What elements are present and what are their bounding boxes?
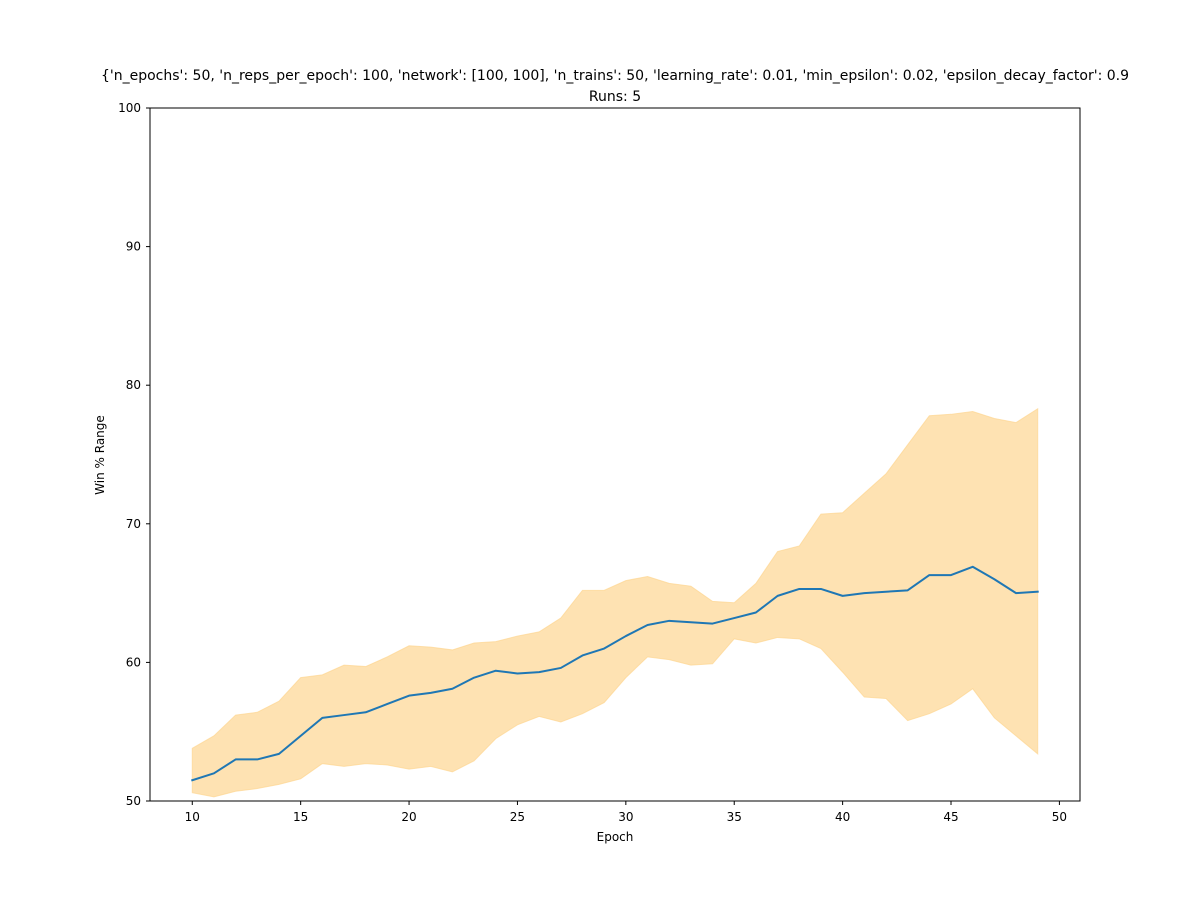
series-line: [191, 565, 1039, 782]
y-tick-label: 100: [118, 101, 141, 115]
plot-area: [191, 407, 1039, 798]
line-layer: [191, 565, 1039, 782]
chart-title: {'n_epochs': 50, 'n_reps_per_epoch': 100…: [101, 68, 1129, 84]
y-tick-label: 80: [126, 378, 141, 392]
y-tick-label: 90: [126, 240, 141, 254]
y-axis: 50 60 70 80 90 100: [118, 101, 150, 808]
x-tick-label: 20: [401, 810, 416, 824]
x-tick-label: 50: [1052, 810, 1067, 824]
x-tick-label: 30: [618, 810, 633, 824]
y-axis-label: Win % Range: [93, 415, 107, 495]
x-axis-label: Epoch: [597, 830, 634, 844]
axes-frame: [149, 107, 1081, 802]
y-tick-label: 50: [126, 794, 141, 808]
series-range-band: [191, 407, 1039, 798]
x-tick-label: 45: [943, 810, 958, 824]
y-tick-label: 70: [126, 517, 141, 531]
x-tick-label: 40: [835, 810, 850, 824]
x-axis: 10 15 20 25 30 35 40 45 50: [185, 801, 1067, 824]
x-tick-label: 10: [185, 810, 200, 824]
y-tick-label: 60: [126, 655, 141, 669]
x-tick-label: 35: [727, 810, 742, 824]
chart-subtitle: Runs: 5: [589, 89, 641, 105]
x-tick-label: 15: [293, 810, 308, 824]
band-layer: [191, 407, 1039, 798]
x-tick-label: 25: [510, 810, 525, 824]
